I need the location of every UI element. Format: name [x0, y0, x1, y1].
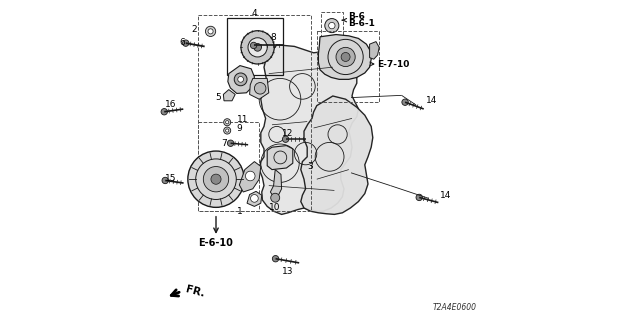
Text: 8: 8	[271, 33, 276, 42]
Text: 7: 7	[221, 139, 227, 148]
Text: 6: 6	[179, 38, 184, 47]
Text: 9: 9	[237, 124, 243, 133]
Polygon shape	[301, 96, 372, 214]
Polygon shape	[239, 162, 261, 192]
Text: B-6-1: B-6-1	[348, 19, 375, 28]
Circle shape	[162, 177, 168, 184]
Bar	[198, 15, 312, 211]
Text: 16: 16	[165, 100, 176, 108]
Circle shape	[246, 171, 255, 181]
Circle shape	[226, 129, 229, 132]
Bar	[198, 122, 259, 211]
Circle shape	[273, 255, 279, 262]
Circle shape	[341, 52, 350, 61]
Text: 10: 10	[269, 203, 280, 212]
Circle shape	[161, 108, 168, 115]
Circle shape	[248, 38, 268, 57]
Circle shape	[329, 22, 335, 29]
Polygon shape	[223, 90, 236, 101]
Text: FR.: FR.	[185, 284, 206, 299]
Text: B-6: B-6	[348, 12, 365, 20]
Polygon shape	[250, 78, 269, 99]
Polygon shape	[268, 146, 292, 170]
Text: T2A4E0600: T2A4E0600	[433, 303, 477, 312]
Circle shape	[271, 193, 280, 202]
Circle shape	[227, 140, 234, 147]
Circle shape	[336, 47, 355, 67]
Text: 4: 4	[252, 9, 257, 18]
Circle shape	[402, 99, 408, 105]
Text: 11: 11	[237, 115, 248, 124]
Circle shape	[226, 121, 229, 124]
Circle shape	[325, 19, 339, 33]
Text: 12: 12	[282, 129, 294, 138]
Text: 1: 1	[237, 207, 243, 216]
Text: 2: 2	[192, 25, 197, 34]
Text: 15: 15	[165, 174, 176, 183]
Circle shape	[224, 127, 231, 134]
Bar	[227, 18, 283, 75]
Circle shape	[211, 174, 221, 184]
Text: 13: 13	[282, 267, 293, 276]
Polygon shape	[319, 35, 371, 79]
Circle shape	[254, 44, 262, 51]
Text: 14: 14	[426, 96, 437, 105]
Circle shape	[282, 136, 289, 142]
Polygon shape	[228, 66, 254, 93]
Circle shape	[234, 73, 247, 86]
Circle shape	[188, 151, 244, 207]
Text: 3: 3	[307, 162, 313, 171]
Polygon shape	[370, 42, 380, 59]
Text: E-6-10: E-6-10	[198, 238, 234, 248]
Polygon shape	[259, 45, 358, 214]
Circle shape	[241, 31, 275, 64]
Polygon shape	[247, 191, 262, 206]
Polygon shape	[270, 170, 282, 197]
Circle shape	[250, 195, 258, 202]
Circle shape	[416, 194, 422, 201]
Text: 14: 14	[440, 191, 451, 200]
Circle shape	[254, 83, 266, 94]
Circle shape	[204, 166, 228, 192]
Circle shape	[238, 76, 243, 82]
Text: E-7-10: E-7-10	[377, 60, 410, 68]
Circle shape	[208, 29, 213, 34]
Bar	[317, 31, 380, 102]
Circle shape	[224, 119, 231, 126]
Circle shape	[182, 40, 189, 46]
Text: 5: 5	[215, 93, 221, 102]
Circle shape	[250, 42, 257, 49]
Circle shape	[205, 26, 216, 36]
Bar	[321, 12, 343, 39]
